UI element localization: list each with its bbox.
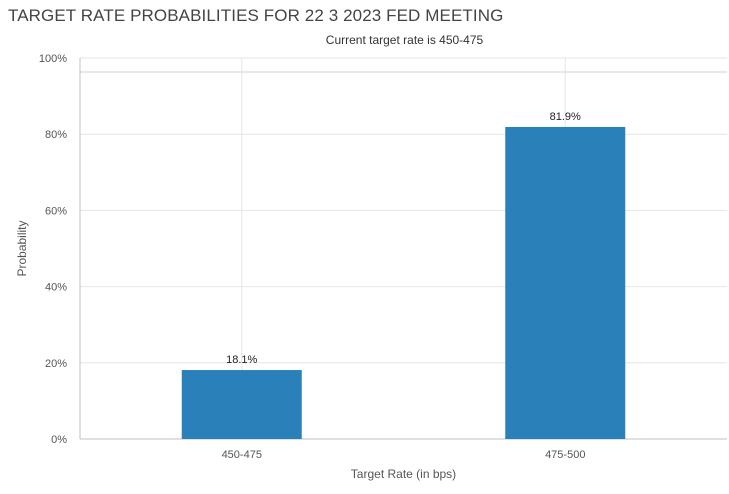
y-tick-label: 60% xyxy=(45,205,67,217)
chart-subtitle: Current target rate is 450-475 xyxy=(325,33,484,47)
x-tick-label: 475-500 xyxy=(545,449,585,461)
chart-title: TARGET RATE PROBABILITIES FOR 22 3 2023 … xyxy=(8,6,504,25)
x-tick-label: 450-475 xyxy=(222,449,262,461)
data-label: 81.9% xyxy=(550,111,581,123)
y-axis-title: Probability xyxy=(15,220,29,276)
x-axis-title: Target Rate (in bps) xyxy=(351,467,456,481)
bar-450-475[interactable] xyxy=(181,370,302,439)
data-label: 18.1% xyxy=(226,354,257,366)
y-tick-label: 40% xyxy=(45,282,67,294)
y-tick-label: 100% xyxy=(39,53,67,65)
y-tick-label: 20% xyxy=(45,358,67,370)
y-tick-label: 0% xyxy=(51,434,67,446)
bar-475-500[interactable] xyxy=(505,126,626,439)
y-tick-label: 80% xyxy=(45,129,67,141)
